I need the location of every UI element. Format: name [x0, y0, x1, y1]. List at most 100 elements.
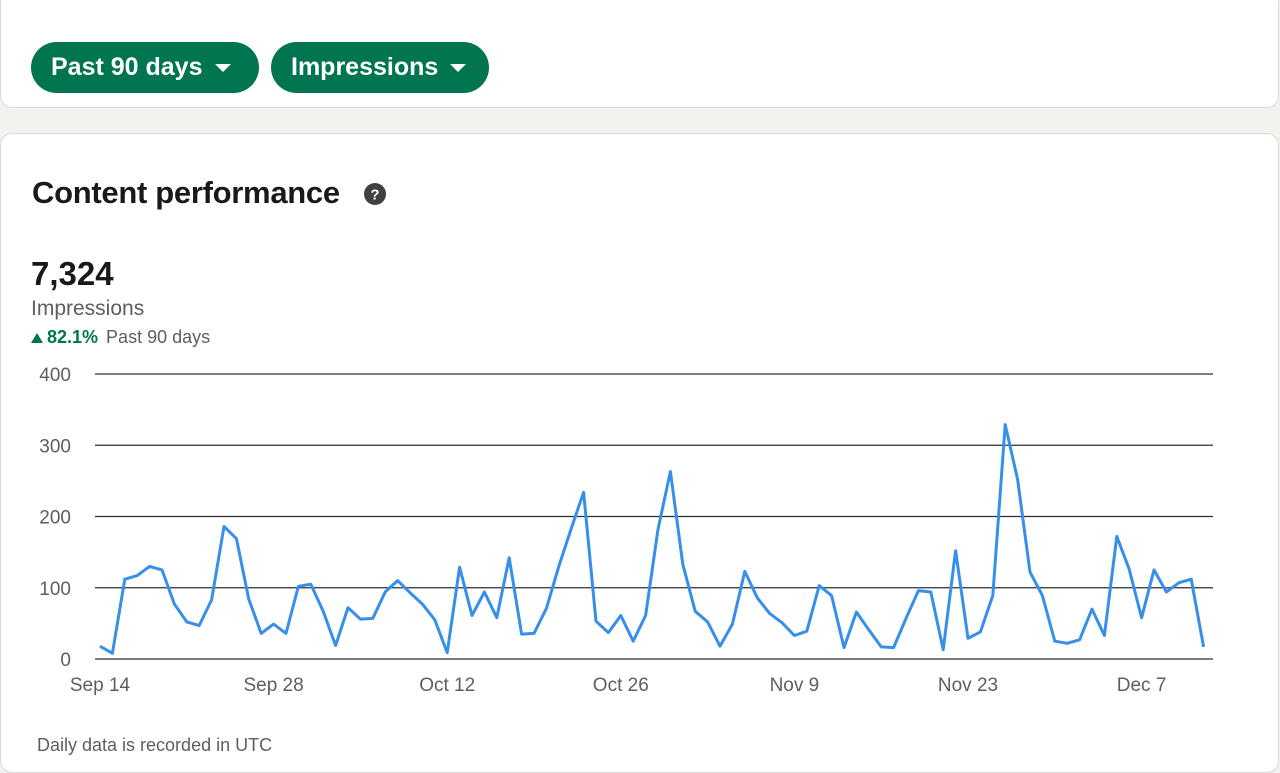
data-point[interactable]: [631, 639, 635, 643]
data-point[interactable]: [966, 636, 970, 640]
data-point[interactable]: [507, 556, 511, 560]
data-point[interactable]: [706, 620, 710, 624]
y-tick-label: 300: [39, 436, 71, 457]
data-point[interactable]: [172, 602, 176, 606]
data-point[interactable]: [358, 617, 362, 621]
date-range-label: Past 90 days: [51, 53, 203, 81]
data-point[interactable]: [185, 620, 189, 624]
data-point[interactable]: [606, 631, 610, 635]
data-point[interactable]: [569, 527, 573, 531]
data-point[interactable]: [470, 614, 474, 618]
data-point[interactable]: [693, 609, 697, 613]
data-point[interactable]: [1152, 568, 1156, 572]
data-point[interactable]: [780, 621, 784, 625]
data-point[interactable]: [916, 589, 920, 593]
data-point[interactable]: [110, 651, 114, 655]
data-point[interactable]: [1202, 645, 1206, 649]
data-point[interactable]: [730, 622, 734, 626]
data-point[interactable]: [755, 596, 759, 600]
data-point[interactable]: [532, 631, 536, 635]
data-point[interactable]: [1065, 641, 1069, 645]
data-point[interactable]: [334, 644, 338, 648]
data-point[interactable]: [321, 609, 325, 613]
metric-name: Impressions: [31, 297, 145, 320]
data-point[interactable]: [743, 569, 747, 573]
data-point[interactable]: [1040, 594, 1044, 598]
data-point[interactable]: [309, 582, 313, 586]
data-point[interactable]: [396, 579, 400, 583]
data-point[interactable]: [433, 618, 437, 622]
metric-dropdown[interactable]: Impressions: [271, 42, 489, 93]
data-point[interactable]: [1053, 639, 1057, 643]
data-point[interactable]: [296, 584, 300, 588]
data-point[interactable]: [1115, 534, 1119, 538]
arrow-up-icon: [31, 332, 43, 343]
data-point[interactable]: [160, 568, 164, 572]
question-circle-icon[interactable]: ?: [364, 183, 386, 205]
data-point[interactable]: [234, 537, 238, 541]
data-point[interactable]: [1140, 616, 1144, 620]
data-point[interactable]: [929, 590, 933, 594]
data-point[interactable]: [544, 606, 548, 610]
data-point[interactable]: [98, 644, 102, 648]
data-point[interactable]: [941, 648, 945, 652]
data-point[interactable]: [830, 594, 834, 598]
data-point[interactable]: [495, 616, 499, 620]
data-point[interactable]: [346, 606, 350, 610]
data-point[interactable]: [557, 564, 561, 568]
data-point[interactable]: [1016, 477, 1020, 481]
data-point[interactable]: [656, 527, 660, 531]
data-point[interactable]: [1078, 638, 1082, 642]
data-point[interactable]: [272, 622, 276, 626]
date-range-dropdown[interactable]: Past 90 days: [31, 42, 259, 93]
data-point[interactable]: [482, 590, 486, 594]
data-point[interactable]: [520, 632, 524, 636]
caret-down-icon: [450, 63, 467, 72]
data-point[interactable]: [148, 564, 152, 568]
data-point[interactable]: [259, 631, 263, 635]
data-point[interactable]: [817, 584, 821, 588]
data-point[interactable]: [458, 565, 462, 569]
data-point[interactable]: [1177, 581, 1181, 585]
data-point[interactable]: [904, 616, 908, 620]
data-point[interactable]: [1127, 567, 1131, 571]
data-point[interactable]: [718, 644, 722, 648]
data-point[interactable]: [768, 611, 772, 615]
data-point[interactable]: [420, 602, 424, 606]
data-point[interactable]: [582, 490, 586, 494]
data-point[interactable]: [668, 470, 672, 474]
data-point[interactable]: [1189, 577, 1193, 581]
data-point[interactable]: [681, 562, 685, 566]
data-point[interactable]: [247, 597, 251, 601]
data-point[interactable]: [1090, 607, 1094, 611]
data-point[interactable]: [1102, 634, 1106, 638]
data-point[interactable]: [842, 646, 846, 650]
data-point[interactable]: [371, 616, 375, 620]
data-point[interactable]: [805, 629, 809, 633]
data-point[interactable]: [991, 594, 995, 598]
data-point[interactable]: [408, 591, 412, 595]
data-point[interactable]: [210, 598, 214, 602]
data-point[interactable]: [867, 628, 871, 632]
data-point[interactable]: [1003, 423, 1007, 427]
data-point[interactable]: [792, 634, 796, 638]
data-point[interactable]: [619, 614, 623, 618]
data-point[interactable]: [123, 577, 127, 581]
data-point[interactable]: [284, 631, 288, 635]
data-point[interactable]: [445, 651, 449, 655]
data-point[interactable]: [222, 525, 226, 529]
data-point[interactable]: [954, 549, 958, 553]
y-tick-label: 200: [39, 508, 71, 529]
data-point[interactable]: [978, 630, 982, 634]
data-point[interactable]: [383, 590, 387, 594]
data-point[interactable]: [1164, 590, 1168, 594]
data-point[interactable]: [1028, 570, 1032, 574]
data-point[interactable]: [644, 614, 648, 618]
data-point[interactable]: [197, 624, 201, 628]
data-point[interactable]: [594, 619, 598, 623]
data-point[interactable]: [879, 645, 883, 649]
data-point[interactable]: [135, 574, 139, 578]
data-point[interactable]: [854, 610, 858, 614]
x-tick-label: Oct 26: [593, 675, 649, 696]
data-point[interactable]: [892, 646, 896, 650]
